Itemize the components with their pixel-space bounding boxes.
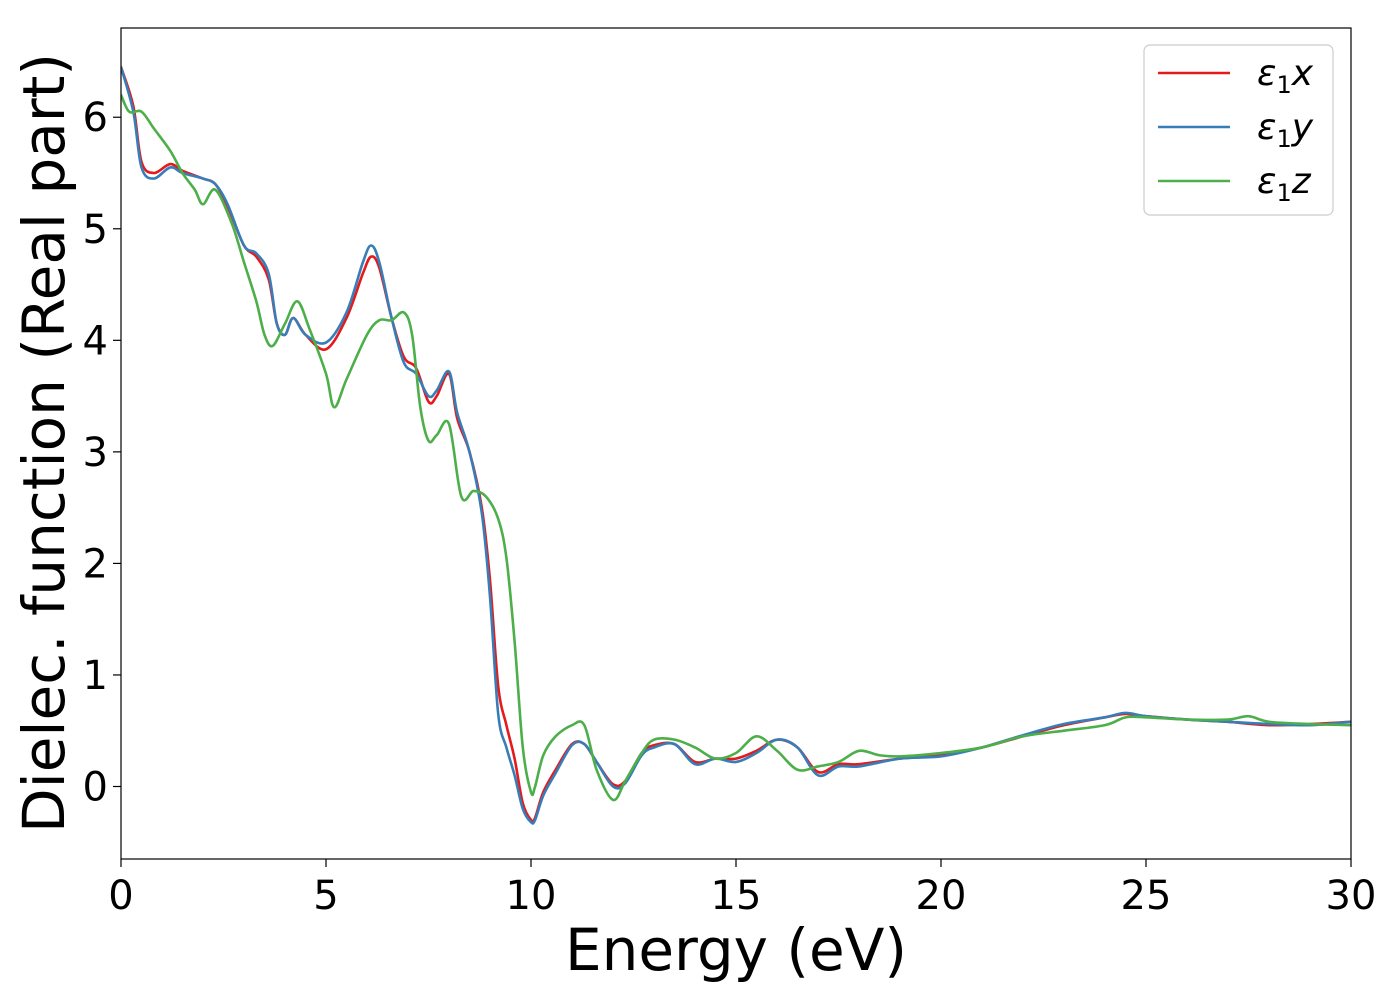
x-axis-title: Energy (eV) (565, 916, 907, 984)
legend: ε1x ε1y ε1z (1143, 44, 1334, 216)
x-tick-label: 0 (108, 873, 133, 919)
x-tick-label: 10 (506, 873, 557, 919)
x-tick-label: 25 (1121, 873, 1172, 919)
y-tick-label: 5 (83, 207, 108, 253)
plot-lines (121, 65, 1351, 825)
legend-label-z: ε1z (1257, 161, 1312, 207)
legend-label-x: ε1x (1257, 53, 1314, 99)
x-tick-label: 5 (313, 873, 338, 919)
y-axis: 0 1 2 3 4 5 6 (83, 95, 121, 810)
y-tick-label: 3 (83, 430, 108, 476)
y-tick-label: 1 (83, 653, 108, 699)
y-tick-label: 4 (83, 318, 108, 364)
y-axis-title: Dielec. function (Real part) (10, 53, 78, 833)
series-line-y (121, 65, 1351, 825)
y-tick-label: 6 (83, 95, 108, 141)
legend-label-y: ε1y (1257, 107, 1314, 153)
legend-box (1143, 44, 1334, 216)
series-line-z (121, 93, 1351, 802)
x-axis: 0 5 10 15 20 25 30 (108, 859, 1376, 919)
x-tick-label: 30 (1326, 873, 1377, 919)
y-tick-label: 0 (83, 764, 108, 810)
y-tick-label: 2 (83, 541, 108, 587)
x-tick-label: 20 (916, 873, 967, 919)
x-tick-label: 15 (711, 873, 762, 919)
